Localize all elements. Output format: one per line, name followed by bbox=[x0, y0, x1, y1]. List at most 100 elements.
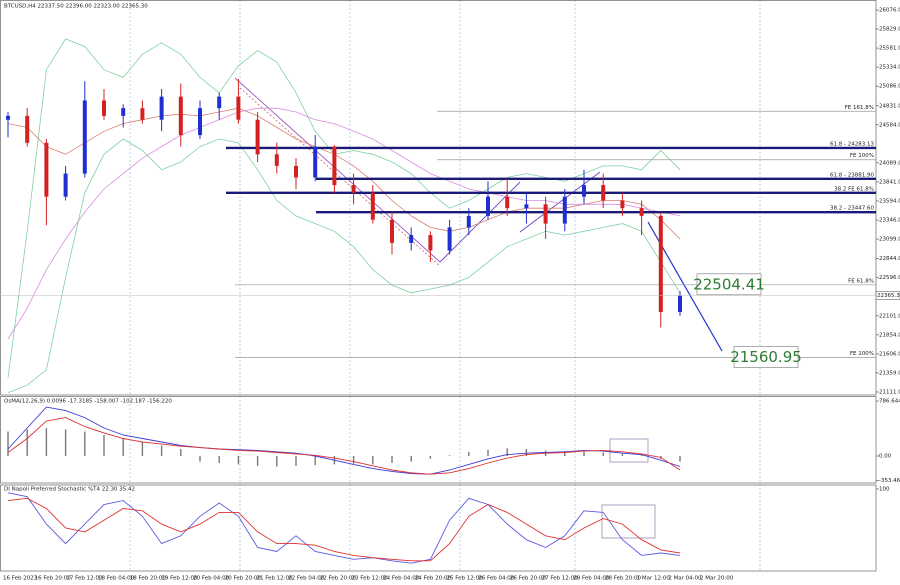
candle-body bbox=[6, 115, 10, 120]
last-price-box bbox=[875, 291, 900, 300]
chart-title: BTCUSD,H4 22337.50 22396.00 22323.00 223… bbox=[4, 4, 148, 10]
x-tick-label: 20 Feb 20:00 bbox=[225, 576, 262, 582]
candle-body bbox=[639, 208, 644, 216]
osma-label: OsMA(12,26,9) 0.0096 -17.3185 -158.007 -… bbox=[4, 399, 172, 405]
y-tick-label: 100 bbox=[879, 486, 890, 492]
candle-body bbox=[274, 154, 279, 166]
level-label: FE 61.8% bbox=[848, 278, 874, 284]
candle-body bbox=[178, 96, 183, 136]
candle-body bbox=[562, 196, 567, 224]
x-tick-label: 23 Feb 12:00 bbox=[352, 576, 389, 582]
x-tick-label: 16 Feb 2023 bbox=[3, 576, 38, 582]
candle-body bbox=[601, 185, 606, 201]
x-tick-label: 25 Feb 12:00 bbox=[447, 576, 484, 582]
stochastic-panel bbox=[0, 484, 877, 572]
candle-body bbox=[409, 235, 414, 243]
indicator-line bbox=[7, 107, 681, 240]
x-tick-label: 16 Feb 20:00 bbox=[35, 576, 72, 582]
stochastic-label: DI Napoli Preferred Stochastic %T4 22.30… bbox=[4, 487, 135, 493]
y-tick-label: 24831.00 bbox=[879, 103, 900, 109]
y-tick-label: -353.469 bbox=[879, 478, 900, 484]
candle-body bbox=[505, 196, 510, 209]
indicator-line bbox=[7, 38, 681, 378]
candle-body bbox=[620, 200, 625, 209]
y-tick-label: 0.00 bbox=[879, 454, 892, 460]
trend-line bbox=[234, 77, 441, 263]
y-tick-label: 23841.00 bbox=[879, 179, 900, 185]
stochastic-line bbox=[7, 492, 681, 564]
stochastic-line bbox=[7, 497, 681, 562]
last-price-label: 22365.30 bbox=[877, 293, 900, 299]
candle-body bbox=[82, 100, 87, 174]
candle-body bbox=[390, 219, 394, 243]
trend-line bbox=[439, 181, 521, 263]
level-label: FE 100% bbox=[850, 153, 874, 159]
osma-line bbox=[7, 417, 681, 475]
x-tick-label: 20 Feb 04:00 bbox=[193, 576, 230, 582]
x-tick-label: 28 Feb 04:00 bbox=[573, 576, 610, 582]
level-label: FE 161.8% bbox=[845, 105, 874, 111]
y-tick-label: 21359.00 bbox=[879, 370, 900, 376]
y-tick-label: 26076.00 bbox=[879, 8, 900, 14]
x-tick-label: 27 Feb 12:00 bbox=[542, 576, 579, 582]
level-label: 61.8 - 24283.13 bbox=[830, 141, 874, 147]
candle-body bbox=[351, 185, 356, 193]
indicator-line bbox=[7, 107, 681, 340]
x-tick-label: 26 Feb 20:00 bbox=[510, 576, 547, 582]
y-tick-label: 24089.00 bbox=[879, 160, 900, 166]
x-tick-label: 24 Feb 04:00 bbox=[383, 576, 420, 582]
callout-box bbox=[733, 346, 799, 368]
candle-body bbox=[582, 185, 586, 197]
candle-body bbox=[25, 115, 30, 143]
level-label: 38.2 - 23447.60 bbox=[830, 206, 874, 212]
x-tick-label: 2 Mar 20:00 bbox=[700, 576, 734, 582]
y-tick-label: 25829.00 bbox=[879, 27, 900, 33]
candle-body bbox=[102, 100, 106, 116]
level-label: FE 100% bbox=[850, 351, 874, 357]
candle-body bbox=[332, 146, 337, 186]
x-tick-label: 18 Feb 20:00 bbox=[130, 576, 167, 582]
candle-body bbox=[658, 215, 663, 313]
y-tick-label: 25581.00 bbox=[879, 46, 900, 52]
y-tick-label: 23594.00 bbox=[879, 198, 900, 204]
candle-body bbox=[121, 108, 126, 116]
candle-body bbox=[217, 96, 222, 109]
trend-line bbox=[239, 87, 441, 267]
y-tick-label: 22101.00 bbox=[879, 313, 900, 319]
candle-body bbox=[447, 227, 452, 251]
candle-body bbox=[313, 146, 318, 178]
candle-body bbox=[255, 119, 260, 155]
candle-body bbox=[159, 96, 164, 120]
y-tick-label: 25086.00 bbox=[879, 84, 900, 90]
candle-body bbox=[236, 96, 241, 120]
x-tick-label: 28 Feb 20:00 bbox=[605, 576, 642, 582]
osma-panel bbox=[0, 396, 877, 484]
candle-body bbox=[543, 204, 548, 224]
y-tick-label: 23099.00 bbox=[879, 237, 900, 243]
y-tick-label: 21111.00 bbox=[879, 389, 900, 395]
level-label: 38.2 FE 61.8% bbox=[834, 186, 874, 192]
callout-value: 21560.95 bbox=[730, 348, 802, 366]
y-tick-label: 21606.00 bbox=[879, 351, 900, 357]
x-tick-label: 17 Feb 12:00 bbox=[66, 576, 103, 582]
highlight-box bbox=[601, 504, 656, 539]
x-tick-label: 26 Feb 04:00 bbox=[478, 576, 515, 582]
candle-body bbox=[198, 108, 202, 136]
y-tick-label: 21854.00 bbox=[879, 332, 900, 338]
y-tick-label: 22596.00 bbox=[879, 275, 900, 281]
candle-body bbox=[678, 295, 682, 313]
candle-body bbox=[140, 108, 145, 120]
level-label: 61.8 - 23881.90 bbox=[830, 172, 874, 178]
candle-body bbox=[486, 196, 490, 216]
x-tick-label: 21 Feb 12:00 bbox=[256, 576, 293, 582]
candle-body bbox=[428, 235, 433, 251]
price-panel bbox=[0, 0, 877, 396]
x-tick-label: 2 Mar 04:00 bbox=[668, 576, 702, 582]
y-tick-label: 23346.00 bbox=[879, 218, 900, 224]
x-tick-label: 19 Feb 12:00 bbox=[161, 576, 198, 582]
indicator-line bbox=[7, 138, 681, 394]
x-tick-label: 18 Feb 04:00 bbox=[98, 576, 135, 582]
candle-body bbox=[44, 142, 49, 197]
